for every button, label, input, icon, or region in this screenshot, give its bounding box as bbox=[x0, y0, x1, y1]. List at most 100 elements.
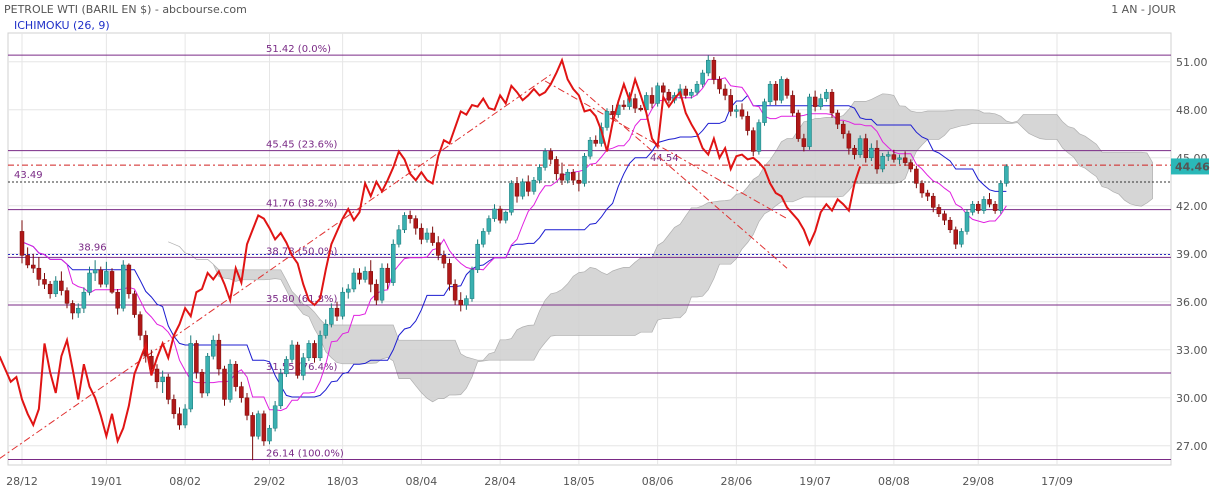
candle bbox=[756, 119, 762, 155]
candle bbox=[520, 178, 525, 200]
candle bbox=[391, 239, 396, 286]
candle bbox=[374, 279, 379, 305]
candle-body bbox=[357, 272, 362, 280]
x-tick-label: 19/07 bbox=[799, 475, 831, 488]
candle bbox=[728, 89, 733, 117]
candle-body bbox=[638, 107, 643, 111]
candle bbox=[779, 76, 784, 104]
candle-body bbox=[81, 291, 87, 309]
candle-body bbox=[233, 363, 238, 387]
candle-body bbox=[621, 104, 627, 107]
candle bbox=[700, 69, 705, 88]
candle bbox=[981, 196, 987, 214]
candle-body bbox=[441, 255, 447, 264]
candle bbox=[745, 111, 750, 136]
candle-body bbox=[407, 215, 413, 219]
candle bbox=[537, 164, 542, 184]
candle bbox=[835, 109, 840, 129]
candle bbox=[452, 279, 458, 305]
candle bbox=[250, 412, 255, 461]
candle-body bbox=[717, 79, 722, 90]
candle-body bbox=[70, 303, 75, 314]
candle bbox=[582, 153, 587, 187]
candle bbox=[76, 303, 81, 318]
candle bbox=[812, 90, 818, 112]
candle-body bbox=[160, 376, 165, 383]
candle bbox=[874, 140, 880, 174]
candle bbox=[199, 369, 205, 398]
candle-body bbox=[430, 232, 435, 243]
candle-body bbox=[126, 264, 132, 295]
candle bbox=[222, 365, 227, 406]
candle-body bbox=[576, 179, 582, 184]
candle bbox=[346, 284, 351, 299]
candle bbox=[942, 210, 947, 225]
candle-body bbox=[661, 85, 666, 93]
candle-body bbox=[182, 408, 188, 426]
candle-body bbox=[683, 88, 688, 96]
candle-body bbox=[47, 283, 53, 295]
candle bbox=[475, 239, 480, 273]
candle bbox=[104, 261, 109, 288]
candle-body bbox=[227, 363, 233, 400]
candle bbox=[936, 204, 942, 217]
candle-body bbox=[391, 243, 396, 283]
candle-body bbox=[852, 147, 857, 155]
candle-body bbox=[317, 335, 323, 359]
x-tick-label: 28/12 bbox=[6, 475, 38, 488]
candle bbox=[998, 180, 1003, 214]
fibonacci-label: 26.14 (100.0%) bbox=[266, 449, 344, 460]
candle bbox=[295, 341, 300, 379]
candle bbox=[233, 361, 238, 392]
candle bbox=[171, 394, 177, 419]
reference-label: 43.49 bbox=[14, 170, 43, 181]
candle bbox=[92, 260, 98, 281]
candle bbox=[638, 105, 643, 112]
candle bbox=[261, 410, 267, 446]
candle-body bbox=[925, 192, 930, 197]
candle-body bbox=[177, 413, 182, 426]
candle bbox=[841, 121, 846, 139]
candle-body bbox=[762, 101, 767, 123]
candle bbox=[773, 81, 778, 105]
candle bbox=[818, 93, 823, 110]
candle bbox=[47, 281, 53, 299]
candle-body bbox=[880, 155, 885, 170]
candle-body bbox=[773, 83, 778, 101]
candle bbox=[914, 165, 919, 189]
candle-body bbox=[306, 343, 312, 359]
y-tick-label: 39.00 bbox=[1176, 248, 1208, 261]
candle-body bbox=[436, 242, 441, 256]
x-tick-label: 08/04 bbox=[406, 475, 438, 488]
candle-body bbox=[559, 173, 565, 181]
candle bbox=[796, 109, 801, 142]
candle-body bbox=[739, 109, 745, 117]
candle-body bbox=[886, 154, 891, 157]
candle bbox=[64, 287, 70, 309]
candle-body bbox=[154, 368, 160, 383]
chikou-line bbox=[0, 57, 862, 445]
x-tick-label: 08/08 bbox=[878, 475, 910, 488]
y-tick-label: 48.00 bbox=[1176, 104, 1208, 117]
candle bbox=[160, 370, 165, 393]
candle-body bbox=[329, 307, 334, 325]
candle-body bbox=[334, 307, 340, 317]
candle-body bbox=[36, 267, 42, 280]
candle bbox=[593, 135, 598, 147]
candle bbox=[419, 223, 424, 245]
candle bbox=[306, 340, 312, 361]
candle-body bbox=[959, 231, 964, 245]
candle bbox=[357, 268, 362, 285]
x-tick-label: 28/04 bbox=[484, 475, 516, 488]
y-tick-label: 33.00 bbox=[1176, 344, 1208, 357]
candle bbox=[829, 89, 835, 118]
candle bbox=[807, 93, 812, 150]
candle-body bbox=[857, 138, 863, 155]
candle-body bbox=[964, 211, 970, 232]
candle-body bbox=[132, 293, 137, 315]
candle bbox=[469, 266, 475, 302]
candle bbox=[188, 335, 193, 413]
candle bbox=[36, 257, 42, 286]
candle bbox=[115, 289, 120, 315]
candle-body bbox=[104, 271, 109, 285]
